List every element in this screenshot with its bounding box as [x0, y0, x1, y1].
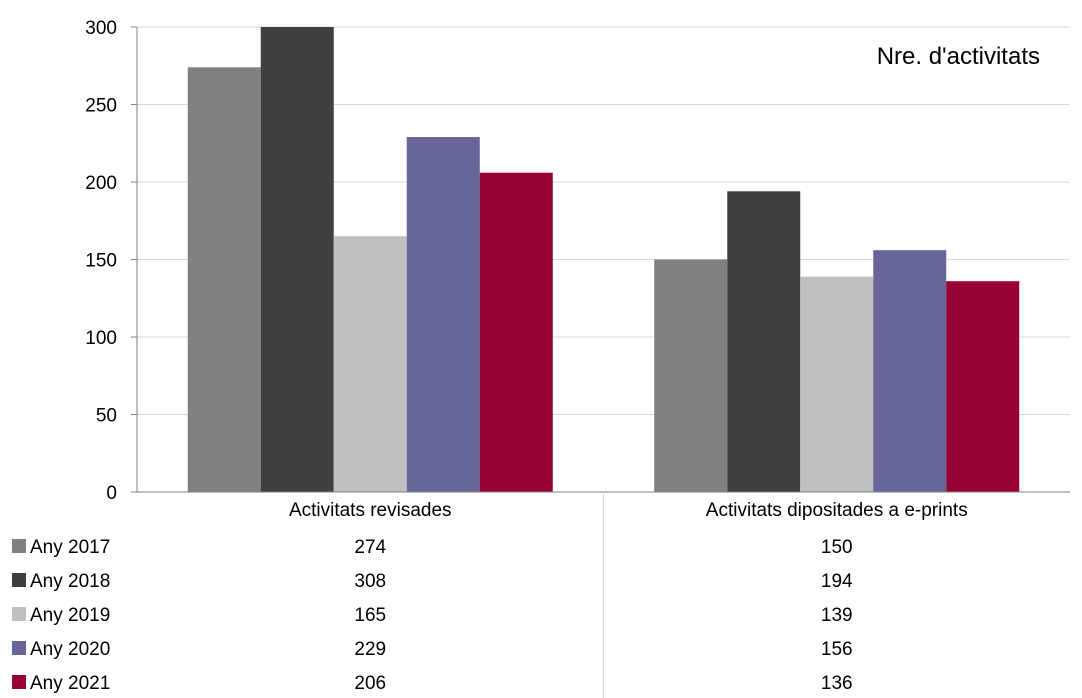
data-value: 308: [354, 571, 386, 592]
legend-swatch: [12, 607, 26, 621]
bar: [333, 236, 407, 492]
y-tick-label: 200: [85, 173, 117, 194]
legend-label: Any 2017: [30, 537, 110, 558]
legend-swatch: [12, 675, 26, 689]
bar: [946, 281, 1020, 492]
bars: [187, 27, 1020, 493]
data-value: 136: [821, 673, 853, 694]
legend-label: Any 2021: [30, 673, 110, 694]
y-tick-label: 300: [85, 18, 117, 39]
data-value: 165: [354, 605, 386, 626]
bar: [873, 250, 947, 492]
bar: [406, 137, 480, 493]
y-tick-label: 150: [85, 251, 117, 272]
y-tick-label: 50: [96, 406, 117, 427]
data-value: 150: [821, 537, 853, 558]
legend-label: Any 2020: [30, 639, 110, 660]
bar: [479, 172, 553, 492]
chart-title: Nre. d'activitats: [877, 43, 1040, 70]
data-value: 274: [354, 537, 386, 558]
data-value: 229: [354, 639, 386, 660]
y-tick-label: 0: [106, 483, 117, 504]
x-category-label: Activitats revisades: [289, 500, 452, 521]
data-value: 194: [821, 571, 853, 592]
bar: [260, 27, 334, 492]
legend-swatch: [12, 539, 26, 553]
data-value: 156: [821, 639, 853, 660]
y-tick-labels: 0 50 100 150 200 250 300: [85, 18, 117, 504]
data-value: 206: [354, 673, 386, 694]
bar: [800, 276, 874, 492]
y-tick-label: 250: [85, 96, 117, 117]
data-table: Activitats revisades Activitats dipositad…: [12, 492, 968, 698]
y-tick-label: 100: [85, 328, 117, 349]
data-value: 139: [821, 605, 853, 626]
legend-label: Any 2018: [30, 571, 110, 592]
bar: [727, 191, 801, 493]
legend-swatch: [12, 641, 26, 655]
bar: [654, 259, 728, 492]
legend-swatch: [12, 573, 26, 587]
legend-label: Any 2019: [30, 605, 110, 626]
bar: [187, 67, 261, 493]
x-category-label: Activitats dipositades a e-prints: [706, 500, 968, 521]
